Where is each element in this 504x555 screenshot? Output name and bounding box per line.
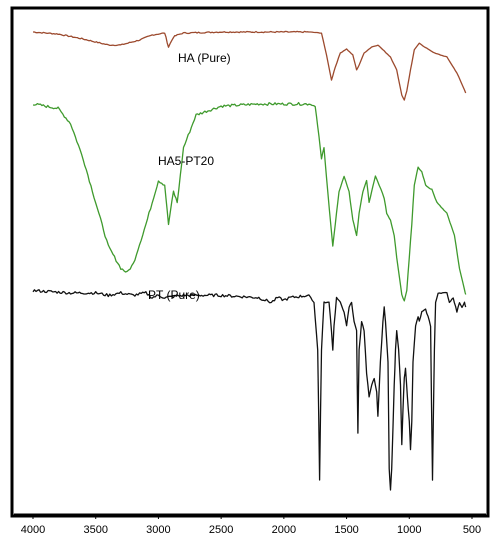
series-line-1 — [33, 30, 467, 101]
plot-frame — [10, 6, 490, 518]
x-tick-label: 3500 — [83, 524, 107, 536]
x-tick-label: 2000 — [272, 524, 296, 536]
label-ha-pure: HA (Pure) — [178, 51, 231, 65]
x-tick-label: 1500 — [334, 524, 358, 536]
x-tick-label: 2500 — [209, 524, 233, 536]
x-tick-label: 4000 — [21, 524, 45, 536]
x-tick-label: 3000 — [146, 524, 170, 536]
label-ha5-pt20: HA5-PT20 — [158, 154, 214, 168]
x-tick-label: 500 — [463, 524, 481, 536]
series-layer — [32, 30, 467, 491]
x-tick-label: 1000 — [397, 524, 421, 536]
label-pt-pure: PT (Pure) — [148, 288, 200, 302]
x-axis-ticks: 4000 3500 3000 2500 2000 1500 1000 500 — [21, 514, 481, 536]
series-line-2 — [32, 101, 467, 302]
series-line-3 — [32, 289, 467, 491]
